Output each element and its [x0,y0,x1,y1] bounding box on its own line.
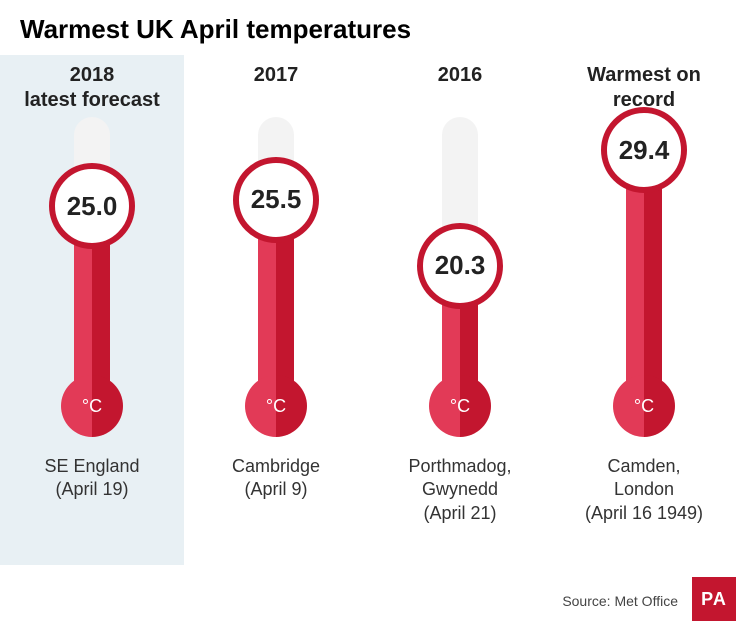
page-title: Warmest UK April temperatures [0,0,736,55]
location-label: Camden,London(April 16 1949) [579,455,709,525]
column-header: 2017 [254,63,299,117]
location-label: SE England(April 19) [38,455,145,502]
thermometer-column: 2018latest forecast °C 25.0 SE England(Apri… [0,55,184,565]
value-text: 25.5 [251,184,302,215]
pa-badge: PA [692,577,736,621]
thermometer-columns: 2018latest forecast °C 25.0 SE England(Apri… [0,55,736,565]
thermometer-bulb: °C [61,375,123,437]
thermometer-column: Warmest onrecord°C29.4Camden,London(Apri… [552,55,736,565]
value-circle: 29.4 [601,107,687,193]
value-circle: 25.5 [233,157,319,243]
unit-label: °C [450,396,470,417]
thermometer: °C 29.4 [552,117,736,437]
source-text: Source: Met Office [562,593,678,609]
value-text: 20.3 [435,250,486,281]
thermometer-bulb: °C [613,375,675,437]
location-label: Cambridge(April 9) [226,455,326,502]
value-circle: 20.3 [417,223,503,309]
thermometer-bulb: °C [429,375,491,437]
column-header: 2016 [438,63,483,117]
unit-label: °C [82,396,102,417]
value-text: 29.4 [619,135,670,166]
thermometer-bulb: °C [245,375,307,437]
thermometer-column: 2016 °C 20.3 Porthmadog,Gwynedd(April 21) [368,55,552,565]
column-header: 2018latest forecast [24,63,160,117]
value-text: 25.0 [67,191,118,222]
unit-label: °C [266,396,286,417]
footer: Source: Met Office PA [0,577,736,621]
thermometer: °C 20.3 [368,117,552,437]
unit-label: °C [634,396,654,417]
thermometer-column: 2017 °C 25.5 Cambridge(April 9) [184,55,368,565]
value-circle: 25.0 [49,163,135,249]
location-label: Porthmadog,Gwynedd(April 21) [402,455,517,525]
thermometer: °C 25.0 [0,117,184,437]
thermometer-tube [74,117,110,397]
thermometer: °C 25.5 [184,117,368,437]
